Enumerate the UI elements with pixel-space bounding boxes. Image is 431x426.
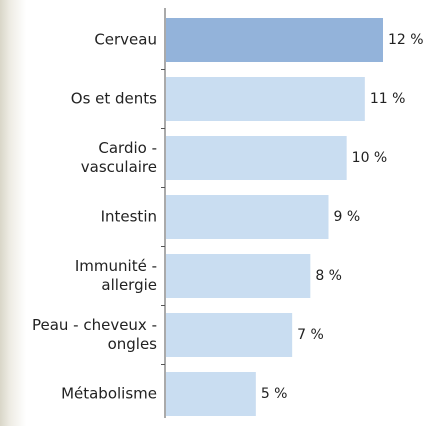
- value-label: 12 %: [388, 32, 424, 48]
- category-label: Peau - cheveux - ongles: [0, 316, 157, 354]
- bar: [166, 313, 292, 357]
- value-label: 11 %: [370, 91, 406, 107]
- bar: [166, 254, 310, 298]
- value-label: 7 %: [297, 327, 324, 343]
- category-label: Cardio - vasculaire: [0, 139, 157, 177]
- chart: 12 % 11 % 10 % 9 % 8 % 7 % 5 % Cerveau Os et de…: [0, 0, 431, 426]
- value-label: 8 %: [315, 268, 342, 284]
- bar: [166, 195, 329, 239]
- value-label: 5 %: [261, 386, 288, 402]
- value-label: 10 %: [352, 150, 388, 166]
- category-label: Os et dents: [0, 90, 157, 109]
- bar: [166, 136, 347, 180]
- category-label: Immunité - allergie: [0, 257, 157, 295]
- bar: [166, 77, 365, 121]
- bar: [166, 372, 256, 416]
- category-label: Intestin: [0, 208, 157, 227]
- category-label: Cerveau: [0, 31, 157, 50]
- category-label: Métabolisme: [0, 385, 157, 404]
- bar: [166, 18, 383, 62]
- value-label: 9 %: [334, 209, 361, 225]
